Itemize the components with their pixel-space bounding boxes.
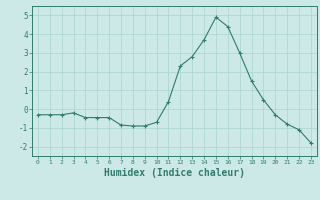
X-axis label: Humidex (Indice chaleur): Humidex (Indice chaleur) [104, 168, 245, 178]
